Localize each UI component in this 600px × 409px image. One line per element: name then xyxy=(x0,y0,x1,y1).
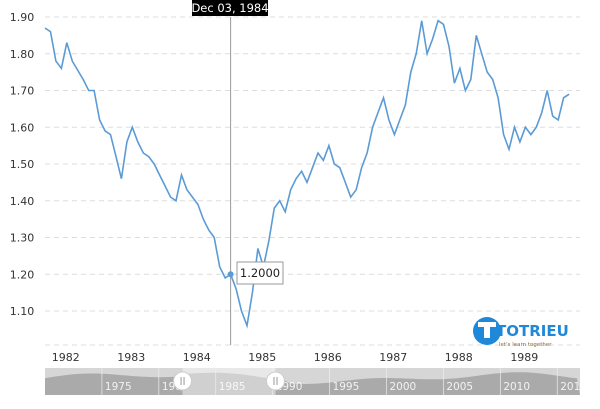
navigator-label: 2015 xyxy=(560,381,587,393)
y-tick-label: 1.40 xyxy=(10,195,35,208)
navigator-label: 1985 xyxy=(219,381,246,393)
y-tick-label: 1.90 xyxy=(10,11,35,24)
y-tick-label: 1.20 xyxy=(10,268,35,281)
x-tick-label: 1989 xyxy=(510,351,538,364)
x-tick-label: 1985 xyxy=(248,351,276,364)
x-tick-label: 1988 xyxy=(445,351,473,364)
crosshair-point xyxy=(227,271,234,278)
y-tick-label: 1.10 xyxy=(10,305,35,318)
navigator-selection[interactable] xyxy=(182,368,276,395)
x-tick-label: 1982 xyxy=(52,351,80,364)
y-tick-label: 1.60 xyxy=(10,121,35,134)
x-tick-label: 1986 xyxy=(314,351,342,364)
tooltip-value: 1.2000 xyxy=(240,266,280,280)
y-tick-label: 1.70 xyxy=(10,85,35,98)
logo[interactable]: TOTRIEU let's learn together xyxy=(473,317,569,348)
navigator-label: 2010 xyxy=(503,381,530,393)
series-line xyxy=(44,19,570,329)
y-tick-label: 1.50 xyxy=(10,158,35,171)
navigator-handle-right[interactable] xyxy=(266,371,286,391)
y-tick-label: 1.80 xyxy=(10,48,35,61)
x-tick-label: 1987 xyxy=(379,351,407,364)
logo-name: TOTRIEU xyxy=(496,322,569,340)
navigator-label: 2005 xyxy=(446,381,473,393)
x-tick-label: 1983 xyxy=(117,351,145,364)
tooltip: 1.2000 xyxy=(236,261,284,285)
y-tick-label: 1.30 xyxy=(10,232,35,245)
crosshair-date: Dec 03, 1984 xyxy=(191,1,268,15)
crosshair-date-label: Dec 03, 1984 xyxy=(191,0,269,16)
navigator[interactable]: 197519801985199019952000200520102015 xyxy=(45,368,587,395)
x-tick-label: 1984 xyxy=(183,351,211,364)
navigator-label: 1975 xyxy=(105,381,132,393)
navigator-label: 2000 xyxy=(389,381,416,393)
navigator-handle-left[interactable] xyxy=(173,371,193,391)
navigator-label: 1995 xyxy=(333,381,360,393)
logo-tagline: let's learn together xyxy=(499,342,552,348)
